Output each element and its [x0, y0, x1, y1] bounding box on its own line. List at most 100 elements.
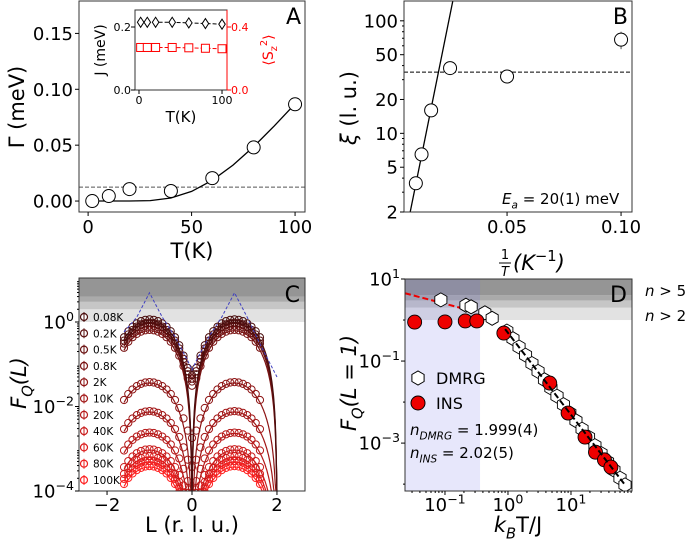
data-point	[175, 341, 184, 350]
exponent-annotation: nINS = 2.02(5)	[410, 444, 514, 466]
power-law-fit-line	[504, 328, 626, 486]
data-point	[187, 374, 197, 383]
data-point	[124, 330, 133, 339]
data-point	[230, 461, 239, 471]
label-part: z	[269, 46, 280, 51]
data-point	[179, 464, 188, 473]
fit-curve	[123, 382, 277, 491]
inset-j-point	[218, 18, 226, 31]
data-point	[187, 371, 197, 380]
data-point	[119, 339, 129, 348]
legend-label: 0.2K	[93, 328, 118, 340]
data-point	[204, 446, 214, 455]
label-part: ⟩	[261, 34, 277, 39]
data-point	[247, 435, 256, 444]
label-part: 10	[493, 495, 516, 516]
label-part: J (meV)	[93, 24, 109, 76]
data-point	[124, 389, 133, 399]
legend-label: 2K	[93, 377, 108, 389]
x-tick-label: 0	[186, 495, 197, 516]
data-point	[145, 445, 154, 454]
y-tick-label: 0.05	[33, 136, 73, 157]
data-point	[136, 408, 146, 417]
data-point	[184, 488, 192, 491]
data-point	[166, 440, 175, 449]
data-point	[136, 379, 146, 388]
data-point	[170, 424, 180, 434]
inset-j-point	[168, 16, 177, 29]
y-tick-label: 50	[375, 45, 398, 66]
legend-label: 100K	[93, 475, 121, 487]
data-point	[141, 445, 150, 454]
data-point-xi	[424, 103, 439, 118]
data-point	[124, 456, 133, 466]
activation-energy-annotation: Ea = 20(1) meV	[502, 190, 620, 212]
y-axis-label: FQ(L = 1)	[337, 335, 366, 431]
data-point	[247, 414, 256, 423]
legend-label: 20K	[93, 410, 114, 422]
y-tick-label: 2	[387, 202, 398, 223]
y-tick-label: 0.00	[33, 192, 73, 213]
data-point	[226, 445, 235, 454]
label-part: −1	[535, 248, 557, 265]
label-part: ξ	[337, 133, 361, 146]
data-point	[230, 428, 239, 437]
y-tick-label: 101	[369, 266, 400, 291]
data-point	[251, 389, 260, 399]
y-tick-label: 100	[364, 11, 398, 32]
data-point	[217, 382, 226, 391]
data-point	[255, 463, 265, 472]
data-point	[192, 426, 201, 435]
inset-sz2-point	[200, 43, 210, 53]
ins-point	[496, 325, 512, 341]
data-point-gamma	[101, 189, 116, 204]
data-point	[209, 418, 218, 428]
x-label-denominator: T	[501, 265, 510, 280]
label-part: ⟨S	[261, 51, 277, 65]
data-point	[153, 317, 163, 326]
x-tick-label: −2	[94, 495, 121, 516]
data-point	[255, 446, 265, 455]
y-tick-label: 10−1	[359, 348, 400, 373]
data-point	[175, 454, 184, 463]
data-point	[238, 408, 248, 417]
y-tick-label: 5	[387, 158, 398, 179]
data-point	[230, 445, 239, 454]
data-point	[132, 411, 141, 420]
data-point	[149, 315, 158, 324]
data-point	[136, 430, 146, 439]
fit-curve	[123, 456, 267, 491]
label-part: 10	[33, 397, 56, 418]
data-point	[238, 446, 248, 456]
legend-ins-label: INS	[436, 394, 463, 413]
y-tick-label: 10−2	[33, 393, 74, 418]
data-point	[226, 315, 235, 324]
label-part: n	[410, 444, 420, 462]
label-part: −2	[55, 393, 74, 408]
label-part: E	[502, 190, 512, 208]
data-point	[230, 321, 239, 330]
inset-sz2-point	[167, 42, 177, 52]
dmrg-point	[434, 292, 448, 308]
data-point	[204, 395, 214, 405]
data-point	[162, 435, 171, 444]
data-point-xi	[414, 147, 429, 162]
y-tick-label: 20	[375, 90, 398, 111]
panel-letter: D	[610, 283, 627, 308]
label-part: T(K)	[170, 239, 214, 263]
label-part: (K	[513, 251, 537, 275]
fit-curve	[123, 319, 278, 491]
inset-right-y-axis-label: ⟨Sz2⟩	[259, 34, 280, 65]
data-point	[187, 433, 197, 443]
data-point	[234, 378, 243, 387]
inset-sz2-point	[217, 44, 227, 54]
data-point	[153, 408, 163, 417]
x-axis-label-units: (K−1)	[513, 248, 565, 275]
data-point	[162, 385, 171, 394]
data-point	[132, 319, 141, 328]
y-tick-label: 10	[375, 124, 398, 145]
label-part: 10	[33, 481, 56, 502]
band-label: n > 2	[645, 307, 685, 325]
data-point	[230, 318, 239, 327]
data-point	[255, 424, 265, 434]
